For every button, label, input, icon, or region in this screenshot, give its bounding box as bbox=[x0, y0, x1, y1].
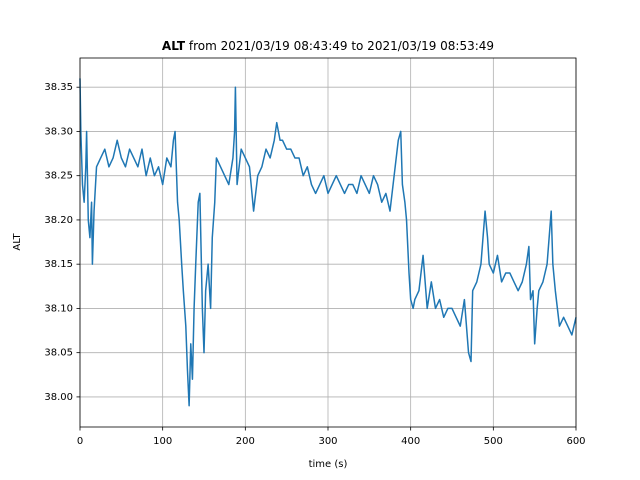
y-tick-label: 38.25 bbox=[44, 171, 73, 182]
y-axis-label: ALT bbox=[12, 233, 23, 251]
y-tick-label: 38.30 bbox=[44, 126, 73, 137]
x-tick-label: 300 bbox=[318, 436, 337, 447]
y-tick-label: 38.00 bbox=[44, 392, 73, 403]
axes-frame bbox=[79, 57, 577, 428]
x-axis-label: time (s) bbox=[309, 459, 348, 470]
chart-title: ALT from 2021/03/19 08:43:49 to 2021/03/… bbox=[162, 39, 494, 53]
y-tick-label: 38.35 bbox=[44, 82, 73, 93]
title-bold: ALT bbox=[162, 39, 186, 53]
x-tick-label: 200 bbox=[236, 436, 255, 447]
x-tick-label: 600 bbox=[566, 436, 585, 447]
data-line bbox=[79, 78, 577, 407]
x-tick-label: 400 bbox=[401, 436, 420, 447]
y-tick-label: 38.10 bbox=[44, 303, 73, 314]
y-tick-label: 38.20 bbox=[44, 215, 73, 226]
x-tick-label: 0 bbox=[77, 436, 83, 447]
y-tick-label: 38.05 bbox=[44, 348, 73, 359]
title-rest: from 2021/03/19 08:43:49 to 2021/03/19 0… bbox=[189, 39, 494, 53]
x-tick-label: 500 bbox=[484, 436, 503, 447]
x-tick-label: 100 bbox=[153, 436, 172, 447]
y-tick-label: 38.15 bbox=[44, 259, 73, 270]
